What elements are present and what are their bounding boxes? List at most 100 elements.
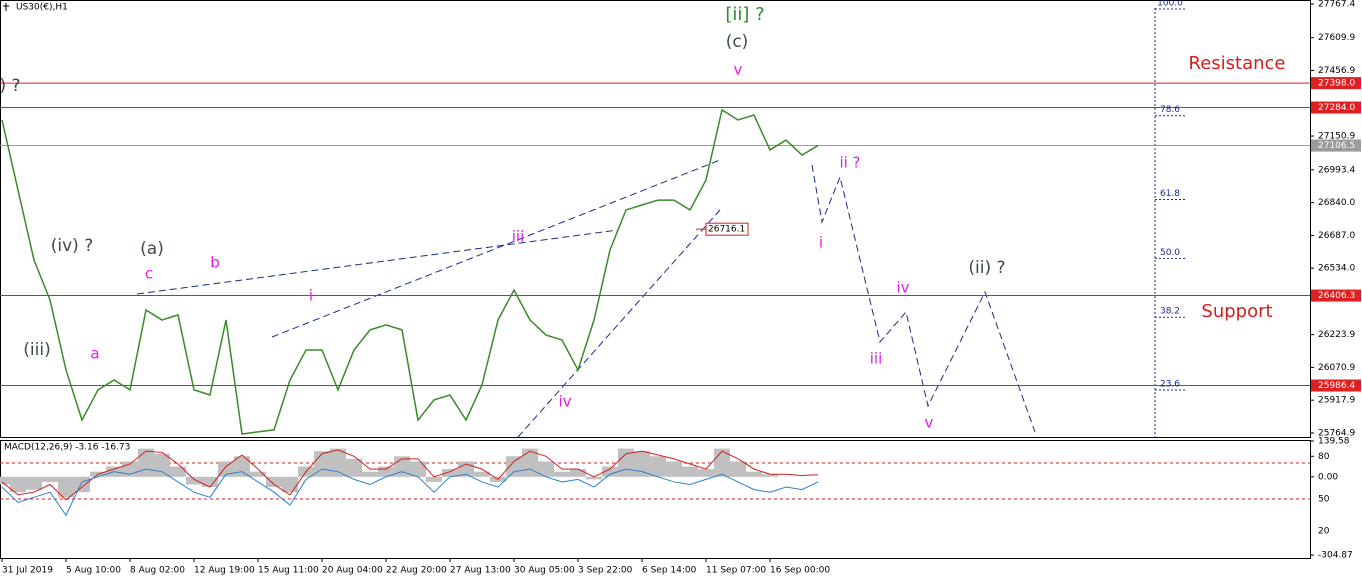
macd-bar [154,453,170,477]
macd-line [1,468,819,517]
macd-bar [666,461,682,477]
trend-line [271,159,721,338]
y-tick-label: 25917.9 [1318,396,1355,406]
y-tick-label: 0.00 [1318,472,1338,482]
x-tick-label: 6 Sep 14:00 [642,566,697,576]
level-label: 27106.5 [1318,141,1355,151]
price-box [705,222,749,236]
level-box [1311,77,1361,90]
macd-bar [730,461,746,477]
level-box [1311,379,1361,392]
price-label: 26716.1 [708,225,745,235]
wave-label: [ii] ? [725,4,764,25]
macd-bar [426,476,442,482]
macd-bar [378,466,394,477]
macd-bar [282,476,298,493]
macd-bar [554,471,570,477]
macd-bar [682,466,698,477]
wave-label: iii [512,228,525,246]
x-tick-label: 15 Aug 11:00 [258,566,319,576]
y-tick-label: 26840.0 [1318,198,1355,208]
trend-lines [136,8,1156,438]
y-tick-label: 139.58 [1318,437,1350,447]
macd-bar [538,461,554,477]
macd-bar [234,456,250,477]
projection-path [811,164,1036,433]
wave-label: Support [1201,301,1272,322]
wave-label: (c) [726,32,749,52]
price-line [1,108,819,435]
macd-bar [186,476,202,485]
fib-label: 38.2 [1160,307,1180,317]
y-tick-label: 26993.4 [1318,165,1355,175]
level-label: 26406.3 [1318,291,1355,301]
y-tick-label: 27150.9 [1318,132,1355,142]
macd-bar [26,476,42,490]
wave-label: Resistance [1189,53,1286,74]
macd-bar [442,469,458,477]
y-tick-label: -304.87 [1318,551,1353,561]
wave-label: v [734,61,743,79]
y-tick-label: 27767.4 [1318,0,1355,9]
wave-label: ) ? [0,76,21,96]
macd-bar [714,448,730,477]
wave-label: i [819,234,823,252]
main-panel [0,0,1311,438]
x-tick-label: 16 Sep 00:00 [770,566,830,576]
wave-label: a [90,345,99,363]
y-tick-label: 25764.9 [1318,428,1355,438]
x-tick-label: 22 Aug 20:00 [386,566,447,576]
y-tick-label: 26687.0 [1318,231,1355,241]
wave-label: iii [870,350,883,368]
wave-label: iv [896,279,909,297]
macd-line [1,449,819,501]
macd-bar [698,469,714,477]
macd-bar [570,469,586,477]
wave-label: i [309,287,313,305]
macd-bar [746,471,762,477]
level-label: 27284.0 [1318,103,1355,113]
y-tick-label: 80 [1318,452,1330,462]
y-tick-label: 26534.0 [1318,264,1355,274]
x-tick-label: 5 Aug 10:00 [66,566,121,576]
wave-label: (iv) ? [51,236,93,256]
wave-label: c [145,265,153,283]
macd-bar [410,461,426,477]
fib-label: 100.0 [1157,0,1183,8]
macd-bar [58,476,74,498]
level-box [1311,101,1361,114]
y-tick-label: 20 [1318,527,1330,537]
y-tick-label: 26070.9 [1318,363,1355,373]
x-tick-label: 31 Jul 2019 [2,566,53,576]
level-box [1311,139,1361,152]
macd-bar [586,476,602,480]
y-tick-label: 26223.9 [1318,330,1355,340]
macd-bar [250,471,266,477]
chart-title: US30(€),H1 [16,3,68,13]
macd-bar [0,476,10,485]
x-tick-label: 3 Sep 22:00 [578,566,633,576]
symbol-icon [3,3,9,11]
level-box [1311,289,1361,302]
y-tick-label: 27456.9 [1318,66,1355,76]
macd-bar [74,476,90,493]
trend-line [517,209,721,438]
macd-bar [138,448,154,477]
macd-bar [650,456,666,477]
fib-label: 23.6 [1160,379,1180,389]
fib-label: 50.0 [1160,248,1180,258]
wave-label: (ii) ? [968,258,1005,278]
macd-bar [42,476,58,482]
macd-bar [202,476,218,488]
wave-label: iv [558,393,571,411]
x-tick-label: 20 Aug 04:00 [322,566,383,576]
level-label: 25986.4 [1318,381,1355,391]
y-tick-label: 50 [1318,495,1330,505]
macd-title: MACD(12,26,9) -3.16 -16.73 [4,443,130,453]
macd-bar [362,471,378,477]
wave-label: v [925,414,934,432]
wave-label: b [210,254,220,272]
macd-bar [506,456,522,477]
